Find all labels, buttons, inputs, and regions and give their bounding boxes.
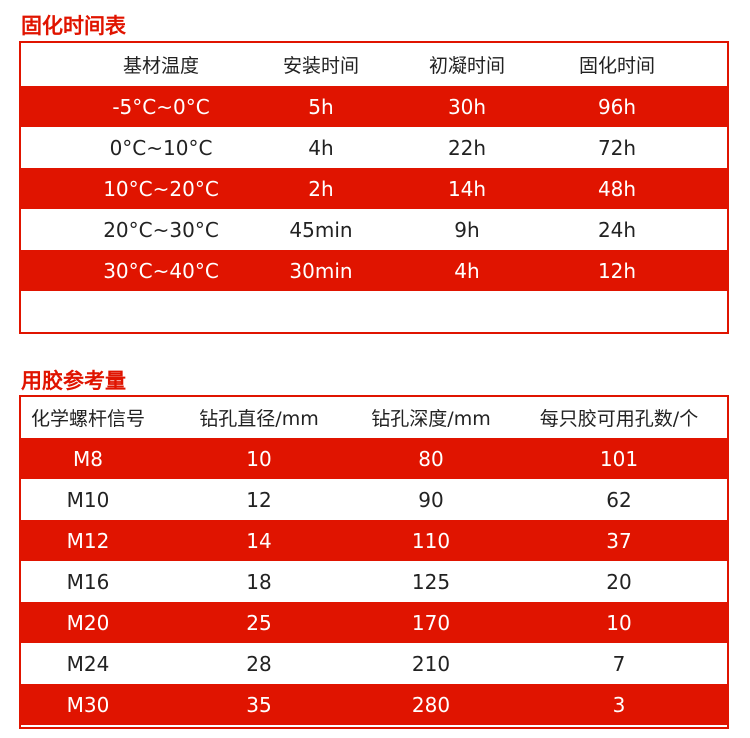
table-row-cell: 0°C~10°C: [109, 135, 213, 160]
table-row-cell: 10°C~20°C: [103, 176, 219, 201]
table-row-cell: 12: [246, 487, 272, 512]
cure-table-title: 固化时间表: [21, 14, 126, 38]
header-row-cell: 固化时间: [578, 55, 656, 77]
table-row-cell: 72h: [597, 135, 637, 160]
table-row-cell: 45min: [289, 217, 353, 242]
table-row-cell: 2h: [308, 176, 334, 201]
header-row: 化学螺杆信号 钻孔直径/mm 钻孔深度/mm 每只胶可用孔数/个: [21, 397, 727, 438]
table-row-cell: 5h: [308, 94, 334, 119]
table-row-cell: 22h: [447, 135, 487, 160]
table-row-cell: M16: [66, 569, 110, 594]
table-row-cell: 28: [246, 651, 272, 676]
table-row-cell: 62: [606, 487, 632, 512]
header-row-cell: 初凝时间: [428, 55, 506, 77]
table-row-cell: 7: [612, 651, 626, 676]
table-row-cell: 280: [411, 692, 451, 717]
table-row: M16 18 125 20: [21, 561, 727, 602]
table-row-cell: 20°C~30°C: [103, 217, 219, 242]
table-row-cell: 125: [411, 569, 451, 594]
table-row-cell: 9h: [454, 217, 480, 242]
table-row-cell: 35: [246, 692, 272, 717]
table-row: 0°C~10°C 4h 22h 72h: [21, 127, 727, 168]
cure-time-table: 基材温度 安装时间 初凝时间 固化时间 -5°C~0°C 5h 30h 96h 0°C~10°C…: [19, 41, 729, 334]
table-row-cell: 90: [418, 487, 444, 512]
table-row-cell: 14: [246, 528, 272, 553]
header-row-cell: 钻孔深度/mm: [371, 408, 491, 430]
table-row-cell: 30min: [289, 258, 353, 283]
table-row: 10°C~20°C 2h 14h 48h: [21, 168, 727, 209]
table-row-cell: 101: [599, 446, 639, 471]
header-row-cell: 安装时间: [282, 55, 360, 77]
header-row-cell: 基材温度: [122, 55, 200, 77]
table-row-cell: 18: [246, 569, 272, 594]
table-row-cell: M24: [66, 651, 110, 676]
table-row: M12 14 110 37: [21, 520, 727, 561]
table-row: M8 10 80 101: [21, 438, 727, 479]
table-row-cell: 110: [411, 528, 451, 553]
table-row-cell: 210: [411, 651, 451, 676]
header-row-cell: 每只胶可用孔数/个: [539, 408, 699, 430]
table-row-cell: 20: [606, 569, 632, 594]
table-row-cell: M30: [66, 692, 110, 717]
table-row-cell: 14h: [447, 176, 487, 201]
table-row-cell: 25: [246, 610, 272, 635]
table-row-cell: 10: [606, 610, 632, 635]
table-row: -5°C~0°C 5h 30h 96h: [21, 86, 727, 127]
table-row-cell: 10: [246, 446, 272, 471]
table-row-cell: 24h: [597, 217, 637, 242]
table-row-cell: 37: [606, 528, 632, 553]
table-row-cell: 170: [411, 610, 451, 635]
header-row-cell: 钻孔直径/mm: [199, 408, 319, 430]
table-row: M30 35 280 3: [21, 684, 727, 725]
glue-usage-table: 化学螺杆信号 钻孔直径/mm 钻孔深度/mm 每只胶可用孔数/个 M8 10 80 101 M1…: [19, 395, 729, 729]
table-row-cell: M10: [66, 487, 110, 512]
table-row: M20 25 170 10: [21, 602, 727, 643]
table-row-cell: M8: [73, 446, 103, 471]
table-row: M10 12 90 62: [21, 479, 727, 520]
table-row-cell: M20: [66, 610, 110, 635]
table-row-cell: 4h: [454, 258, 480, 283]
glue-table-title: 用胶参考量: [21, 369, 126, 393]
table-row-cell: 96h: [597, 94, 637, 119]
table-row-cell: 3: [612, 692, 626, 717]
table-row: 30°C~40°C 30min 4h 12h: [21, 250, 727, 291]
header-row: 基材温度 安装时间 初凝时间 固化时间: [21, 43, 727, 86]
table-row-cell: -5°C~0°C: [112, 94, 210, 119]
table-row: M24 28 210 7: [21, 643, 727, 684]
table-row-cell: M12: [66, 528, 110, 553]
table-row-cell: 30°C~40°C: [103, 258, 219, 283]
table-row-cell: 48h: [597, 176, 637, 201]
table-row-cell: 30h: [447, 94, 487, 119]
table-row: 20°C~30°C 45min 9h 24h: [21, 209, 727, 250]
table-row-cell: 4h: [308, 135, 334, 160]
header-row-cell: 化学螺杆信号: [30, 408, 146, 430]
table-row-cell: 12h: [597, 258, 637, 283]
table-row-cell: 80: [418, 446, 444, 471]
